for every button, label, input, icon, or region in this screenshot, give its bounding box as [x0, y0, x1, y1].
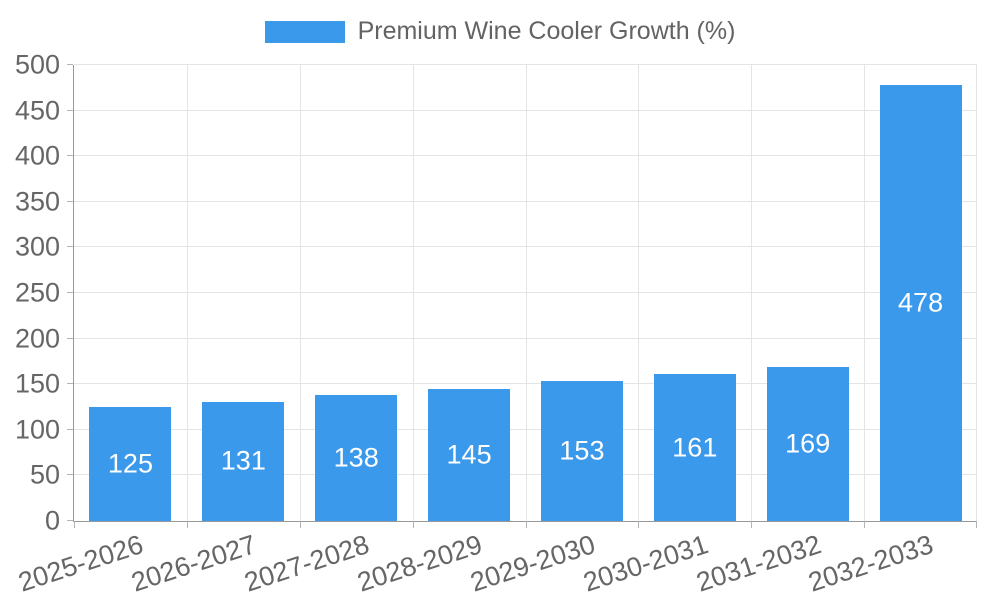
y-axis-tick-mark	[67, 520, 73, 521]
y-axis-tick-label: 300	[14, 231, 60, 262]
y-axis-tick-label: 450	[14, 95, 60, 126]
x-axis-tick-mark	[525, 521, 527, 528]
x-axis-tick-label: 2025-2026	[15, 529, 148, 598]
vertical-gridline	[976, 65, 977, 521]
vertical-gridline	[186, 65, 188, 521]
bar: 169	[766, 366, 849, 521]
vertical-gridline	[299, 65, 301, 521]
bar: 478	[879, 85, 962, 521]
y-axis-tick-label: 0	[44, 505, 60, 536]
bar: 161	[653, 374, 736, 521]
vertical-gridline	[751, 65, 753, 521]
x-axis-tick-label: 2026-2027	[127, 529, 260, 598]
y-axis-tick-mark	[67, 64, 73, 65]
y-axis-tick-mark	[67, 428, 73, 430]
y-axis-tick-label: 250	[14, 277, 60, 308]
vertical-gridline	[412, 65, 414, 521]
bar: 145	[428, 388, 511, 521]
y-axis-tick-label: 100	[14, 414, 60, 445]
x-axis-tick-mark	[864, 521, 866, 528]
x-axis-tick-label: 2027-2028	[240, 529, 373, 598]
y-axis-tick-label: 350	[14, 186, 60, 217]
bar: 153	[540, 381, 623, 521]
y-axis-tick-mark	[67, 383, 73, 385]
y-axis-tick-label: 500	[14, 49, 60, 80]
horizontal-gridline	[74, 64, 977, 65]
bar-value-label: 153	[559, 435, 605, 466]
bar: 131	[202, 401, 285, 521]
vertical-gridline	[638, 65, 640, 521]
x-axis-tick-mark	[412, 521, 414, 528]
plot-area: 0 50 100 150 200 250 300 350 400 450 500 125 2025-20…	[15, 51, 977, 598]
legend-swatch	[264, 20, 345, 43]
legend: Premium Wine Cooler Growth (%)	[0, 19, 1000, 44]
legend-item[interactable]: Premium Wine Cooler Growth (%)	[264, 17, 736, 45]
x-axis-tick-label: 2030-2031	[579, 529, 712, 598]
y-axis-tick-mark	[67, 292, 73, 293]
x-axis-tick-mark	[638, 521, 640, 528]
x-axis-tick-label: 2028-2029	[353, 529, 486, 598]
y-axis-tick-mark	[67, 474, 73, 476]
vertical-gridline	[864, 65, 866, 521]
y-axis-tick-mark	[67, 200, 73, 202]
x-axis-tick-mark	[299, 521, 301, 528]
bar: 138	[315, 395, 398, 521]
y-axis-tick-label: 400	[14, 140, 60, 171]
y-axis-tick-label: 50	[29, 459, 60, 490]
y-axis-tick-label: 200	[14, 323, 60, 354]
bar-value-label: 161	[672, 432, 718, 463]
y-axis-tick-mark	[67, 155, 73, 157]
bar-value-label: 131	[220, 445, 266, 476]
vertical-gridline	[525, 65, 527, 521]
y-axis-tick-mark	[67, 109, 73, 111]
x-axis-tick-label: 2029-2030	[466, 529, 599, 598]
y-axis-tick-label: 150	[14, 368, 60, 399]
x-axis-tick-label: 2032-2033	[805, 529, 938, 598]
bar-value-label: 478	[898, 287, 944, 318]
x-axis-tick-mark	[751, 521, 753, 528]
x-axis-tick-mark	[976, 521, 977, 528]
x-axis-tick-mark	[186, 521, 188, 528]
y-axis-tick-mark	[67, 246, 73, 248]
y-axis-tick-mark	[67, 337, 73, 339]
bar: 125	[89, 407, 172, 521]
bar-value-label: 125	[107, 448, 153, 479]
x-axis-tick-mark	[74, 521, 75, 528]
legend-label: Premium Wine Cooler Growth (%)	[357, 17, 736, 45]
bar-value-label: 138	[333, 442, 379, 473]
bar-value-label: 145	[446, 439, 492, 470]
x-axis-tick-label: 2031-2032	[692, 529, 825, 598]
bar-value-label: 169	[785, 428, 831, 459]
